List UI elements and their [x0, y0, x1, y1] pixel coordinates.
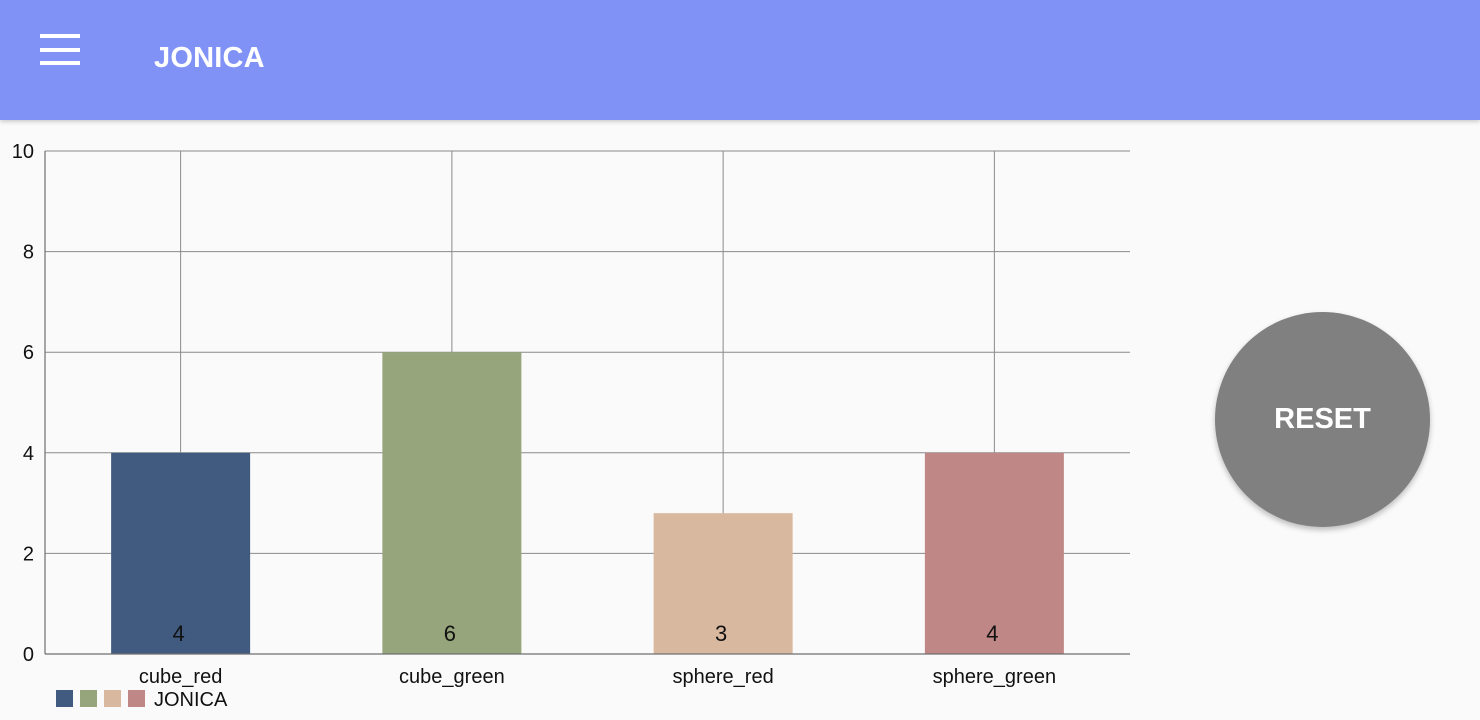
bar-chart: 0 2 4 6 8 10 cube_red cube_green sphere_red spher…: [0, 120, 1160, 720]
app-title: JONICA: [154, 42, 265, 74]
legend-swatch: [128, 690, 145, 707]
data-label: 4: [986, 621, 998, 646]
x-tick-label: cube_red: [139, 666, 222, 688]
data-label: 4: [173, 621, 185, 646]
y-tick-label: 2: [23, 543, 34, 565]
x-tick-label: cube_green: [399, 666, 505, 688]
y-tick-label: 4: [23, 443, 34, 465]
y-tick-label: 0: [23, 644, 34, 666]
data-label: 6: [444, 621, 456, 646]
hamburger-menu-icon[interactable]: [30, 24, 90, 76]
y-tick-label: 6: [23, 342, 34, 364]
y-tick-label: 10: [12, 141, 34, 163]
legend-swatch: [104, 690, 121, 707]
bar-chart-canvas: 0 2 4 6 8 10 cube_red cube_green sphere_red spher…: [12, 141, 1130, 711]
x-tick-label: sphere_green: [933, 666, 1056, 688]
legend-swatch: [80, 690, 97, 707]
data-label: 3: [715, 621, 727, 646]
y-tick-label: 8: [23, 242, 34, 264]
app-toolbar: JONICA: [0, 0, 1480, 120]
bar-cube_green[interactable]: [382, 352, 522, 654]
reset-button[interactable]: RESET: [1215, 312, 1430, 527]
legend-swatch: [56, 690, 73, 707]
bar-cube_red[interactable]: [111, 452, 251, 654]
legend-label: JONICA: [154, 689, 228, 711]
bar-sphere_green[interactable]: [924, 452, 1064, 654]
bar-sphere_red[interactable]: [653, 513, 793, 654]
x-tick-label: sphere_red: [673, 666, 774, 688]
